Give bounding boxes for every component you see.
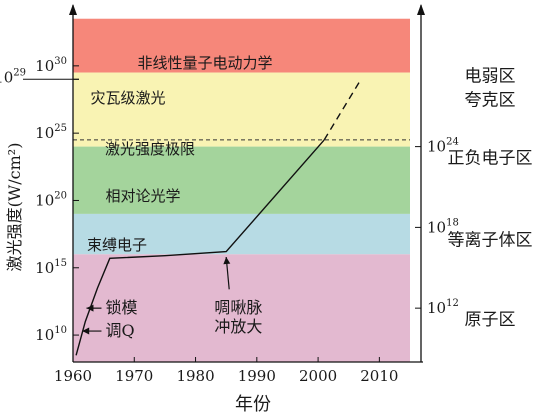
right-label-0: 电弱区 xyxy=(465,66,516,86)
x-tick-label-1980: 1980 xyxy=(176,367,214,385)
axes xyxy=(69,4,425,363)
series-line-0 xyxy=(75,139,325,356)
y-right-tick-label-12: 1012 xyxy=(427,298,459,317)
band-1 xyxy=(73,72,410,147)
band-label-0: 非线性量子电动力学 xyxy=(137,54,272,72)
x-tick-label-1960: 1960 xyxy=(54,367,92,385)
y-ticks-left: 1010 1015 1020 1025 1029 1030 xyxy=(0,56,79,344)
x-tick-label-1970: 1970 xyxy=(115,367,153,385)
x-tick-label-2000: 2000 xyxy=(299,367,337,385)
right-label-4: 原子区 xyxy=(465,310,516,330)
y-right-tick-label-24: 1024 xyxy=(427,137,459,156)
y-tick-label-30: 1030 xyxy=(35,56,67,75)
x-tick-label-1990: 1990 xyxy=(238,367,276,385)
band-5 xyxy=(73,254,410,362)
x-ticks: 1960 1970 1980 1990 2000 2010 xyxy=(54,357,398,385)
band-0 xyxy=(73,18,410,73)
regime-bands xyxy=(73,18,410,362)
annotation-cpa-line1: 啁啾脉 xyxy=(214,298,262,317)
arrow-q-switching-head xyxy=(82,327,90,335)
band-label-4: 束缚电子 xyxy=(87,236,147,254)
left-axis-arrow xyxy=(69,4,77,15)
y-axis-label: 激光强度(W/cm²) xyxy=(5,143,24,272)
annotation-mode-locking: 锁模 xyxy=(105,298,137,317)
band-label-2: 激光强度极限 xyxy=(105,140,195,158)
band-label-1: 灾瓦级激光 xyxy=(90,89,165,107)
band-3 xyxy=(73,146,410,214)
y-tick-label-15: 1015 xyxy=(35,258,67,277)
right-label-3: 等离子体区 xyxy=(448,231,533,251)
right-axis-arrow xyxy=(417,4,425,15)
arrow-cpa-head xyxy=(223,257,231,265)
y-tick-label-29: 1029 xyxy=(0,67,26,86)
annotation-q-switching: 调Q xyxy=(105,321,134,340)
x-tick-label-2010: 2010 xyxy=(360,367,398,385)
arrow-mode-locking-head xyxy=(86,304,94,312)
series-group xyxy=(75,78,362,356)
y-tick-label-25: 1025 xyxy=(35,123,67,142)
x-axis-label: 年份 xyxy=(235,394,271,415)
annotation-cpa-line2: 冲放大 xyxy=(214,317,262,336)
band-label-3: 相对论光学 xyxy=(105,187,180,205)
y-ticks-right: 1012 1018 1024 xyxy=(415,137,459,317)
right-label-2: 正负电子区 xyxy=(448,148,533,168)
y-tick-label-10: 1010 xyxy=(35,325,67,344)
y-right-tick-label-18: 1018 xyxy=(427,217,459,236)
right-label-1: 夸克区 xyxy=(465,91,516,111)
y-tick-label-20: 1020 xyxy=(35,190,67,209)
